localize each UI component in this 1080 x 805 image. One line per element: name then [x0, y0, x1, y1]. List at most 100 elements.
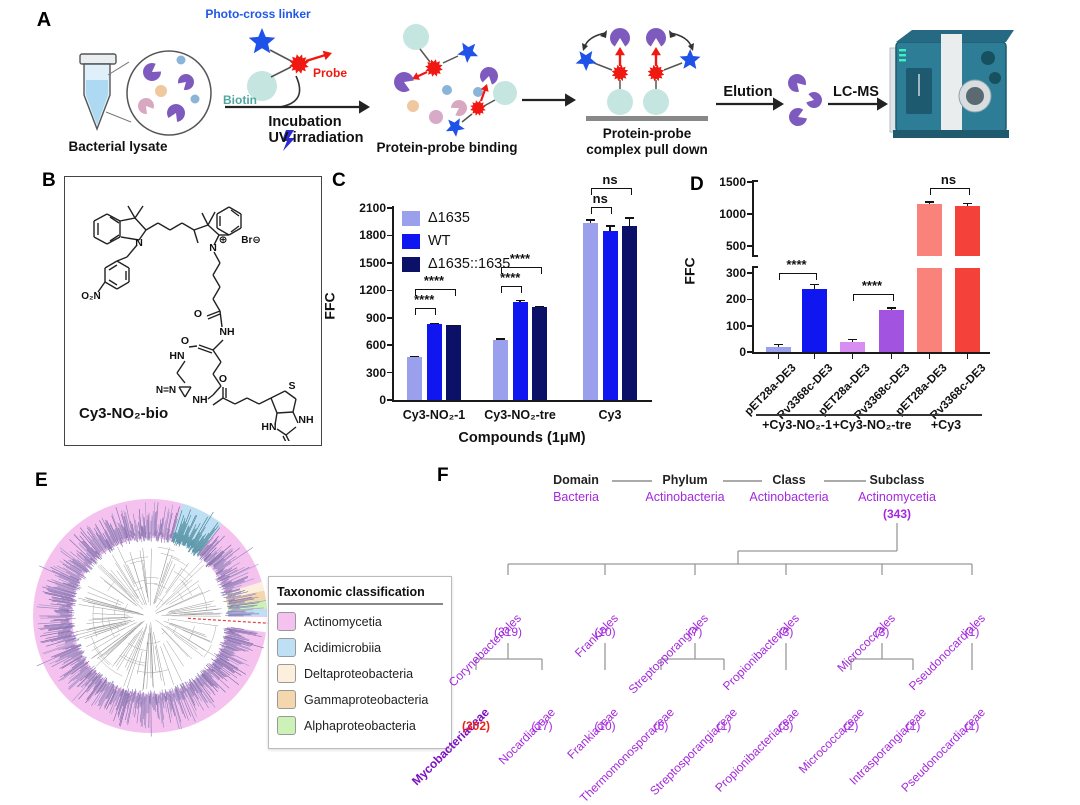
- c-sig-bracket: [415, 308, 437, 315]
- panel-e-phylotree: E Taxonomic classification Actinomycetia…: [20, 466, 440, 765]
- d-group-label: +Cy3-NO₂-tre: [833, 418, 912, 432]
- f-order-name: Micrococcales: [834, 611, 898, 675]
- c-category-label: Cy3-NO₂-1: [403, 408, 466, 422]
- bond: [259, 398, 271, 404]
- d-sig-bracket: [853, 294, 894, 301]
- bond: [177, 373, 185, 383]
- bond: [293, 399, 296, 412]
- f-family-count: (302): [462, 719, 490, 733]
- f-rank-value: Actinobacteria: [645, 490, 724, 504]
- bond-line: [271, 67, 291, 77]
- probe-burst-icon: [470, 100, 486, 116]
- biotin-icon: [607, 89, 633, 115]
- bond: [277, 412, 293, 413]
- f-subclass-count: (343): [883, 507, 911, 521]
- f-family-count: (17): [531, 719, 552, 733]
- pulldown-caption: Protein-probe: [603, 126, 692, 141]
- c-bar: [603, 231, 618, 400]
- c-sig-label: ns: [602, 172, 617, 187]
- f-order-count: (1): [965, 625, 980, 639]
- atom-label: HN: [169, 350, 184, 362]
- c-category-label: Cy3-NO₂-tre: [484, 408, 556, 422]
- d-group-line: [910, 414, 982, 416]
- c-sig-bracket: [501, 267, 542, 274]
- bond: [235, 398, 247, 404]
- d-axis-endtick: [752, 266, 758, 268]
- taxonomy-legend-swatch: [277, 664, 296, 683]
- d-sig-label: ****: [862, 278, 882, 293]
- d-y-tickmark: [747, 213, 752, 215]
- bond: [179, 387, 185, 397]
- d-sig-label: ****: [786, 257, 806, 272]
- bond: [208, 212, 215, 225]
- bond: [271, 398, 277, 413]
- d-y-ticklabel: 500: [704, 239, 746, 253]
- c-y-ticklabel: 900: [344, 311, 386, 325]
- atom-label: O: [181, 335, 189, 347]
- c-bar: [493, 340, 508, 400]
- atom-label: NH: [298, 414, 313, 426]
- c-legend-label: Δ1635::1635: [428, 256, 510, 272]
- taxonomy-legend-label: Actinomycetia: [304, 615, 382, 629]
- ms-base: [893, 130, 1009, 138]
- protein-dot: [473, 87, 483, 97]
- d-y-ticklabel: 1500: [704, 175, 746, 189]
- taxonomy-legend-label: Deltaproteobacteria: [304, 667, 413, 681]
- c-bar: [583, 223, 598, 400]
- c-sig-bracket: [415, 289, 456, 296]
- c-y-tickmark: [387, 372, 392, 374]
- ms-led: [899, 54, 906, 56]
- protein-icon: [806, 92, 822, 108]
- bond: [117, 261, 129, 268]
- d-axis-endtick: [752, 180, 758, 182]
- c-errorbar-cap: [606, 225, 615, 226]
- d-y-axis-title: FFC: [682, 257, 698, 284]
- bond: [208, 395, 213, 399]
- arrow-head: [877, 97, 888, 110]
- panel-b-label: B: [42, 170, 56, 192]
- compound-name: Cy3-NO₂-bio: [79, 405, 168, 422]
- f-order-count: (7): [688, 625, 703, 639]
- f-order-name: Corynebacteriales: [446, 611, 524, 689]
- arrow-head: [359, 100, 370, 113]
- ms-band: [941, 34, 962, 132]
- f-rank-value: Actinobacteria: [749, 490, 828, 504]
- f-family-count: (10): [594, 719, 615, 733]
- taxonomy-legend-title: Taxonomic classification: [277, 585, 443, 605]
- tube-liquid: [86, 80, 108, 125]
- d-bar: [766, 347, 791, 352]
- f-family-count: (3): [779, 719, 794, 733]
- taxonomy-legend-label: Gammaproteobacteria: [304, 693, 428, 707]
- c-y-ticklabel: 300: [344, 366, 386, 380]
- bond: [135, 218, 146, 230]
- c-bar: [427, 324, 442, 400]
- bond: [182, 223, 194, 230]
- biotin-icon: [403, 24, 429, 50]
- probe-burst-icon: [425, 59, 443, 77]
- d-bar-lower: [955, 268, 980, 352]
- c-y-tickmark: [387, 399, 392, 401]
- c-errorbar-cap: [496, 338, 505, 339]
- f-order-count: (3): [875, 625, 890, 639]
- f-family-count: (1): [906, 719, 921, 733]
- c-bar: [532, 307, 547, 400]
- d-x-axis: [752, 352, 990, 354]
- bond: [213, 340, 223, 350]
- f-family-count: (1): [965, 719, 980, 733]
- c-errorbar-cap: [586, 219, 595, 220]
- c-sig-label: ****: [424, 273, 444, 288]
- d-y-ticklabel: 0: [704, 345, 746, 359]
- d-axis-endtick: [752, 255, 758, 257]
- tube-cap: [80, 54, 116, 64]
- protein-icon: [451, 100, 467, 116]
- atom-label: N: [135, 237, 143, 249]
- taxonomy-legend-item: Deltaproteobacteria: [277, 664, 443, 683]
- arrow-head: [565, 93, 576, 106]
- d-group-label: +Cy3-NO₂-1: [762, 418, 832, 432]
- c-y-tickmark: [387, 317, 392, 319]
- d-bar-upper: [917, 204, 942, 256]
- f-order-count: (10): [594, 625, 615, 639]
